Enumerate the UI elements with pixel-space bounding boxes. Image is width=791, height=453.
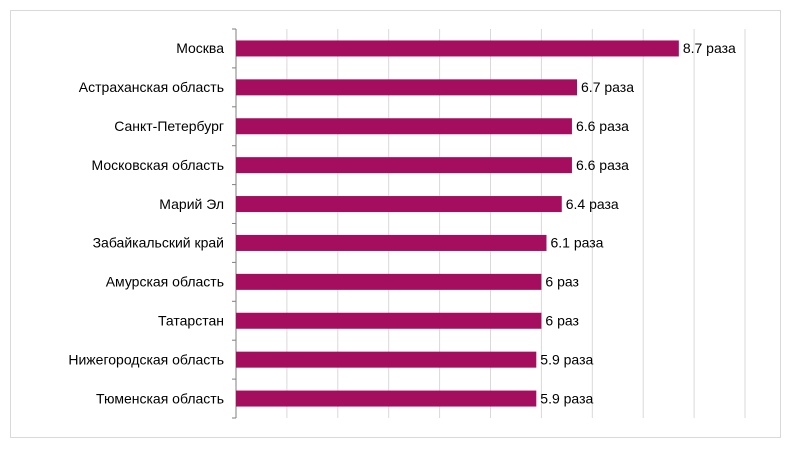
bar xyxy=(236,234,547,251)
bar xyxy=(236,312,542,329)
bar xyxy=(236,118,572,135)
bar xyxy=(236,390,537,407)
y-tick-label: Амурская область xyxy=(106,274,224,290)
value-label: 8.7 раза xyxy=(683,40,736,56)
value-label: 6.6 раза xyxy=(576,118,629,134)
y-tick-label: Тюменская область xyxy=(96,390,224,406)
value-label: 5.9 раза xyxy=(540,351,593,367)
bar xyxy=(236,157,572,174)
y-tick-label: Астраханская область xyxy=(79,79,224,95)
value-label: 6.6 раза xyxy=(576,157,629,173)
y-tick-label: Московская область xyxy=(92,157,224,173)
bar xyxy=(236,196,562,213)
y-tick-label: Москва xyxy=(176,40,224,56)
y-tick-label: Татарстан xyxy=(158,312,224,328)
value-label: 6.1 раза xyxy=(550,235,603,251)
value-label: 6.4 раза xyxy=(566,196,619,212)
value-label: 6 раз xyxy=(545,274,579,290)
y-tick-label: Санкт-Петербург xyxy=(114,118,224,134)
bar xyxy=(236,273,542,290)
bar xyxy=(236,351,537,368)
y-tick-label: Забайкальский край xyxy=(93,235,224,251)
chart-frame xyxy=(10,10,781,438)
value-label: 6.7 раза xyxy=(581,79,634,95)
value-label: 6 раз xyxy=(545,312,579,328)
bar xyxy=(236,40,679,57)
value-label: 5.9 раза xyxy=(540,390,593,406)
y-tick-label: Нижегородская область xyxy=(68,351,224,367)
bar xyxy=(236,79,578,96)
y-tick-label: Марий Эл xyxy=(159,196,224,212)
